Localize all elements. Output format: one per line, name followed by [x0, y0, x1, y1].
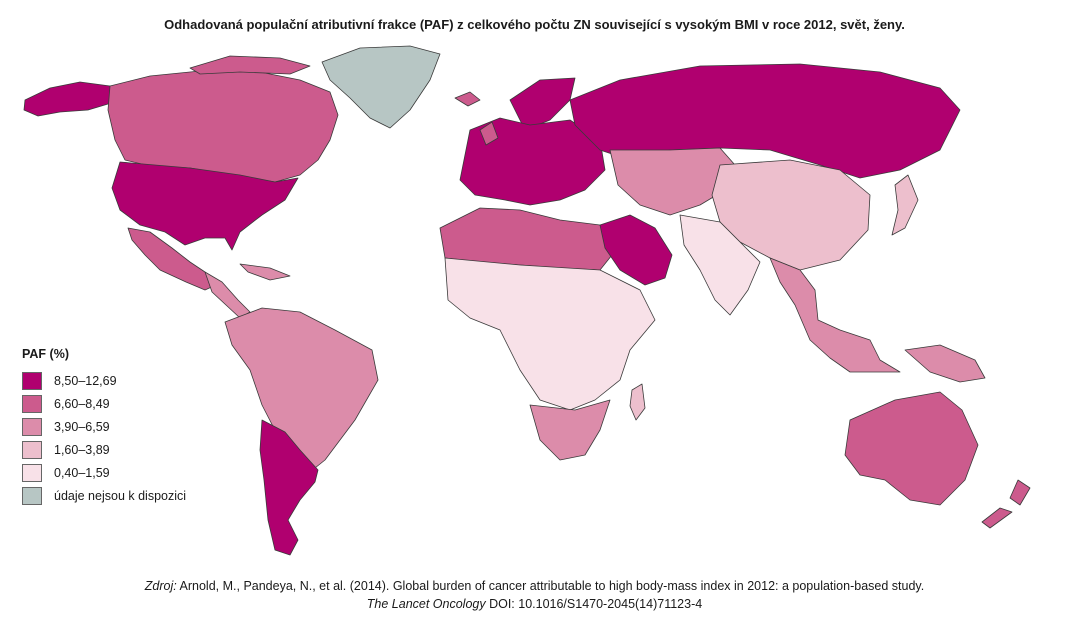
legend-swatch — [22, 440, 42, 459]
legend-label: 3,90–6,59 — [54, 419, 110, 434]
source-prefix: Zdroj: — [144, 579, 177, 593]
source-line-2: The Lancet Oncology DOI: 10.1016/S1470-2… — [0, 595, 1069, 613]
legend-swatch — [22, 486, 42, 505]
region-greenland — [321, 45, 441, 129]
region-alaska — [23, 81, 119, 117]
region-south-america — [224, 307, 379, 481]
region-arctic-islands — [189, 55, 311, 75]
legend-swatch — [22, 394, 42, 413]
legend-label: 8,50–12,69 — [54, 373, 117, 388]
legend-item: 6,60–8,49 — [22, 394, 186, 413]
legend-label: 1,60–3,89 — [54, 442, 110, 457]
legend-item: údaje nejsou k dispozici — [22, 486, 186, 505]
region-caribbean — [239, 263, 291, 281]
source-reference: Arnold, M., Pandeya, N., et al. (2014). … — [176, 579, 925, 593]
legend-title: PAF (%) — [22, 347, 69, 361]
legend-swatch — [22, 463, 42, 482]
region-southeast-asia — [769, 257, 901, 373]
region-argentina-chile — [259, 419, 319, 556]
region-central-america — [204, 271, 251, 319]
region-europe — [459, 117, 606, 206]
region-india — [679, 214, 761, 316]
world-map — [23, 45, 1031, 556]
region-sub-saharan-africa — [444, 257, 656, 411]
source-doi: DOI: 10.1016/S1470-2045(14)71123-4 — [485, 597, 703, 611]
legend-item: 0,40–1,59 — [22, 463, 186, 482]
legend-item: 3,90–6,59 — [22, 417, 186, 436]
source-citation: Zdroj: Arnold, M., Pandeya, N., et al. (… — [0, 577, 1069, 613]
region-iceland-uk — [454, 91, 499, 146]
legend-swatch — [22, 417, 42, 436]
legend-label: 0,40–1,59 — [54, 465, 110, 480]
region-new-zealand — [981, 479, 1031, 529]
region-southern-africa — [529, 399, 611, 461]
legend-label: 6,60–8,49 — [54, 396, 110, 411]
map-title: Odhadovaná populační atributivní frakce … — [164, 17, 905, 32]
map-legend: PAF (%) 8,50–12,69 6,60–8,49 3,90–6,59 1… — [22, 347, 186, 509]
region-china — [711, 159, 871, 271]
region-australia — [844, 391, 979, 506]
region-middle-east — [599, 214, 673, 286]
legend-swatch — [22, 371, 42, 390]
region-madagascar — [629, 383, 646, 421]
source-journal: The Lancet Oncology — [366, 597, 486, 611]
region-japan — [891, 174, 919, 236]
legend-label: údaje nejsou k dispozici — [54, 488, 187, 503]
source-line-1: Zdroj: Arnold, M., Pandeya, N., et al. (… — [0, 577, 1069, 595]
region-indonesia — [904, 344, 986, 383]
legend-item: 8,50–12,69 — [22, 371, 186, 390]
region-usa — [111, 161, 299, 251]
legend-item: 1,60–3,89 — [22, 440, 186, 459]
